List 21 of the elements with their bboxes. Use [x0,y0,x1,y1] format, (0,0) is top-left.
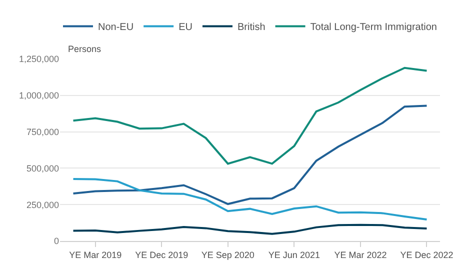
x-tick-label: YE Mar 2022 [334,250,387,260]
line-series [72,224,428,235]
x-tick-label: YE Jun 2021 [268,250,320,260]
legend-label: British [237,22,266,34]
x-tick-label: YE Dec 2022 [400,250,454,260]
legend-label: EU [178,22,192,34]
y-tick-label: 750,000 [26,126,59,137]
line-series [72,66,428,165]
y-tick-label: 1,000,000 [18,90,59,101]
x-tick-label: YE Dec 2019 [135,250,188,260]
x-tick-label: YE Mar 2019 [69,250,122,260]
x-tick-label: YE Sep 2020 [201,250,254,260]
y-tick-label: 250,000 [26,200,59,210]
line-series [72,178,428,220]
y-axis-title: Persons [68,44,102,54]
y-tick-label: 0 [54,236,59,246]
line-series [72,104,428,206]
legend-label: Non-EU [98,22,134,34]
y-tick-label: 500,000 [26,163,59,174]
legend-label: Total Long-Term Immigration [310,22,437,34]
y-tick-label: 1,250,000 [18,54,59,64]
